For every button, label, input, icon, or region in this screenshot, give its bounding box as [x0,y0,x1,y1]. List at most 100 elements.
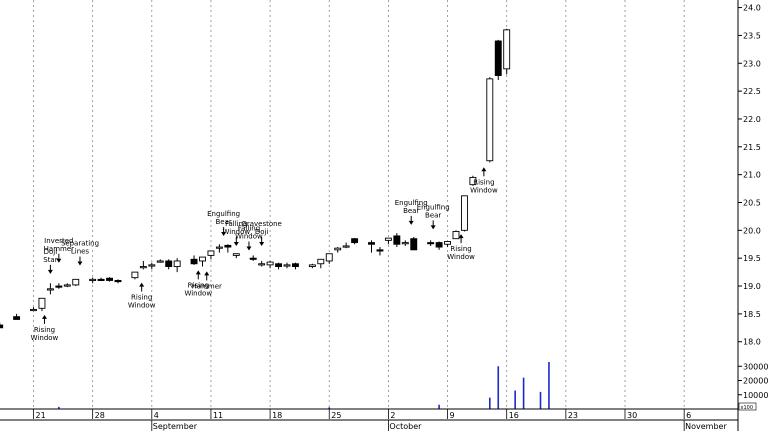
annotation-label-14-1: Window [470,186,498,194]
candle-body-13 [139,266,147,269]
annotation-arrowhead-4 [139,282,145,287]
candle-body-23 [232,253,240,256]
annotation-label-13-1: Window [447,253,475,261]
candle-body-31 [317,258,325,265]
annotation-label-2-1: Window [31,334,59,342]
x-tick-label-8: 16 [509,411,519,420]
candle-body-29 [292,263,299,267]
candle-body-28 [283,264,291,267]
annotation-arrowhead-9 [246,246,252,251]
volume-scale-box [738,402,757,411]
candle-body-11 [114,280,122,283]
annotation-label-4-0: Rising [131,294,152,302]
annotation-label-2-0: Rising [34,326,55,334]
candle-body-22 [224,244,232,248]
candle-body-20 [207,250,215,256]
volume-bars [58,362,550,409]
candles [0,28,511,329]
annotation-arrowhead-7 [221,232,227,237]
candle-body-50 [503,29,511,70]
annotation-arrowhead-10 [259,242,265,247]
volume-tick-label-2: 30000 [743,362,768,371]
candle-body-44 [444,241,451,245]
annotation-label-5-0: Rising [188,281,209,289]
annotation-label-11-0: Engulfing [395,199,428,207]
annotation-arrowhead-14 [481,167,487,172]
candle-body-17 [173,260,181,267]
annotation-label-9-0: Falling [238,225,260,233]
y-tick-label-1: 18.5 [743,310,761,319]
candle-body-9 [97,278,105,281]
candle-body-0 [0,324,4,329]
candle-body-3 [38,297,46,309]
annotation-label-7-0: Engulfing [207,210,240,218]
x-tick-label-2: 4 [154,411,159,420]
annotation-label-3-1: Lines [71,248,90,256]
x-tick-label-11: 6 [686,411,691,420]
annotation-arrowhead-3 [77,261,83,266]
candle-body-36 [368,242,375,245]
x-tick-label-10: 30 [627,411,637,420]
candle-body-25 [258,263,266,266]
annotation-label-0-0: Doji [44,248,58,256]
candle-body-16 [165,260,173,267]
y-tick-label-8: 22.0 [743,115,761,124]
volume-scale-label: x100 [741,405,754,411]
candle-body-19 [199,256,206,262]
annotation-arrowhead-1 [56,258,62,263]
candle-body-27 [275,263,282,267]
x-tick-label-5: 25 [331,411,341,420]
candle-body-21 [215,246,223,249]
candle-body-46 [461,195,468,231]
y-tick-label-7: 21.5 [743,143,761,152]
y-tick-label-10: 23.0 [743,59,761,68]
y-tick-label-2: 19.0 [743,282,761,291]
y-tick-label-4: 20.0 [743,226,761,235]
candle-body-26 [266,261,274,266]
candle-body-14 [148,264,156,267]
candle-body-37 [376,249,384,252]
annotation-label-6-0: Hammer [192,282,222,290]
x-tick-label-0: 21 [36,411,46,420]
y-tick-label-0: 18.0 [743,338,761,347]
annotation-arrowhead-2 [41,314,47,319]
candle-body-10 [106,277,114,281]
candle-body-41 [410,238,418,251]
annotation-label-11-1: Bear [403,207,419,215]
candle-body-47 [469,176,477,186]
candle-body-39 [393,235,401,245]
annotation-arrowhead-6 [204,271,210,276]
candle-body-43 [435,242,443,248]
x-tick-label-7: 9 [450,411,455,420]
month-label-1: October [389,422,422,431]
candle-body-34 [342,245,350,248]
y-tick-label-9: 22.5 [743,87,761,96]
annotation-label-5-1: Window [184,289,212,297]
candle-body-33 [334,247,342,251]
candle-body-30 [308,264,316,267]
annotation-arrowhead-5 [195,270,201,275]
candle-body-38 [384,237,392,241]
candle-body-5 [55,285,63,288]
x-tick-label-1: 28 [95,411,105,420]
month-label-2: November [685,422,727,431]
candle-body-15 [156,260,164,263]
volume-tick-label-1: 20000 [743,377,768,386]
annotation-label-1-1: Hammer [44,245,74,253]
candle-body-42 [427,242,435,245]
candle-body-6 [63,284,71,287]
candle-body-32 [325,253,333,262]
annotation-label-9-1: Window [235,233,263,241]
x-tick-label-9: 23 [568,411,578,420]
candle-body-24 [249,257,257,260]
x-tick-label-3: 11 [213,411,223,420]
candle-body-48 [486,78,494,162]
annotation-label-4-1: Window [128,302,156,310]
annotation-arrowhead-13 [458,234,464,239]
annotation-label-0-1: Star [43,256,57,264]
candle-body-4 [46,288,54,291]
annotation-label-7-1: Bear [215,218,231,226]
volume-tick-label-0: 10000 [743,391,768,400]
y-tick-label-12: 24.0 [743,4,761,13]
